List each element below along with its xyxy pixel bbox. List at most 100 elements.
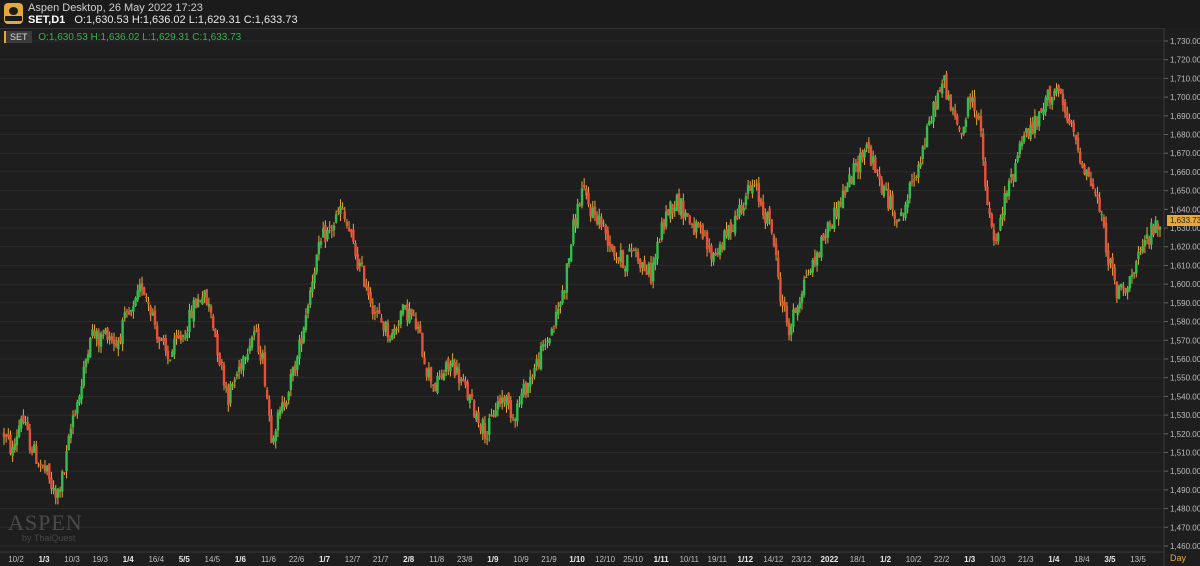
- candle-down[interactable]: [893, 212, 896, 219]
- candle-down[interactable]: [770, 219, 773, 233]
- candle-up[interactable]: [302, 327, 305, 343]
- candle-down[interactable]: [994, 239, 998, 241]
- candle-up[interactable]: [408, 308, 411, 323]
- candle-up[interactable]: [848, 174, 851, 188]
- candle-up[interactable]: [576, 203, 579, 229]
- candle-down[interactable]: [7, 433, 10, 438]
- candle-up[interactable]: [917, 164, 920, 178]
- candle-down[interactable]: [710, 245, 713, 260]
- candle-down[interactable]: [686, 213, 689, 216]
- candle-up[interactable]: [319, 241, 323, 245]
- candle-up[interactable]: [565, 263, 569, 293]
- candle-down[interactable]: [818, 252, 821, 257]
- candle-down[interactable]: [768, 208, 771, 220]
- candle-down[interactable]: [147, 301, 150, 305]
- candle-up[interactable]: [1025, 128, 1028, 133]
- candle-up[interactable]: [602, 222, 605, 224]
- candle-up[interactable]: [436, 375, 439, 393]
- candle-up[interactable]: [1018, 143, 1022, 155]
- candle-down[interactable]: [453, 362, 456, 376]
- candle-up[interactable]: [1042, 109, 1045, 115]
- candle-down[interactable]: [822, 233, 825, 241]
- candle-down[interactable]: [375, 311, 379, 313]
- candle-down[interactable]: [365, 284, 368, 288]
- candle-down[interactable]: [227, 387, 230, 406]
- candle-down[interactable]: [667, 209, 670, 216]
- candle-up[interactable]: [1014, 163, 1017, 182]
- candle-up[interactable]: [61, 471, 64, 492]
- candle-up[interactable]: [550, 328, 554, 336]
- candle-down[interactable]: [902, 212, 905, 215]
- candle-up[interactable]: [278, 409, 282, 416]
- candle-down[interactable]: [774, 243, 778, 255]
- candle-up[interactable]: [567, 258, 571, 264]
- candle-up[interactable]: [403, 305, 407, 308]
- candle-up[interactable]: [192, 300, 195, 322]
- candle-up[interactable]: [1053, 90, 1056, 96]
- candle-up[interactable]: [1020, 141, 1024, 147]
- candle-down[interactable]: [699, 225, 702, 228]
- candle-down[interactable]: [876, 169, 879, 172]
- candle-up[interactable]: [1119, 284, 1123, 287]
- candle-up[interactable]: [89, 337, 92, 358]
- candle-down[interactable]: [224, 385, 228, 388]
- legend-symbol-tag[interactable]: SET: [4, 31, 32, 43]
- candle-down[interactable]: [158, 336, 161, 342]
- candle-up[interactable]: [563, 291, 566, 294]
- candle-down[interactable]: [953, 110, 957, 117]
- candle-down[interactable]: [749, 186, 752, 191]
- candle-down[interactable]: [367, 286, 370, 296]
- candle-up[interactable]: [11, 447, 14, 456]
- candle-up[interactable]: [207, 303, 211, 307]
- candle-down[interactable]: [114, 343, 118, 346]
- candle-up[interactable]: [252, 331, 256, 336]
- candle-up[interactable]: [91, 329, 94, 336]
- candle-up[interactable]: [117, 340, 120, 350]
- candle-up[interactable]: [481, 419, 484, 434]
- candle-up[interactable]: [82, 366, 85, 387]
- candle-up[interactable]: [1128, 276, 1132, 289]
- candle-down[interactable]: [1070, 121, 1073, 123]
- candle-up[interactable]: [488, 418, 491, 435]
- candle-down[interactable]: [503, 397, 506, 403]
- candle-up[interactable]: [651, 262, 655, 282]
- candle-down[interactable]: [938, 89, 942, 92]
- candle-down[interactable]: [507, 392, 510, 404]
- candle-up[interactable]: [1003, 192, 1006, 216]
- candle-up[interactable]: [1117, 285, 1121, 299]
- candle-up[interactable]: [304, 315, 308, 330]
- candle-down[interactable]: [341, 207, 344, 210]
- candle-up[interactable]: [501, 397, 504, 404]
- candle-down[interactable]: [194, 299, 198, 308]
- candle-down[interactable]: [708, 245, 711, 248]
- candle-up[interactable]: [925, 126, 929, 148]
- candle-down[interactable]: [1087, 167, 1091, 177]
- candle-up[interactable]: [416, 326, 420, 329]
- candle-down[interactable]: [839, 202, 843, 205]
- candle-down[interactable]: [209, 305, 213, 313]
- candle-down[interactable]: [856, 161, 860, 172]
- candle-down[interactable]: [423, 356, 426, 365]
- candle-up[interactable]: [306, 305, 310, 314]
- candle-up[interactable]: [505, 396, 508, 406]
- candle-down[interactable]: [382, 322, 385, 331]
- candle-down[interactable]: [779, 277, 782, 302]
- candle-up[interactable]: [67, 436, 70, 451]
- candle-up[interactable]: [1055, 88, 1058, 94]
- candle-up[interactable]: [792, 309, 795, 327]
- candle-down[interactable]: [378, 309, 381, 314]
- candle-up[interactable]: [65, 451, 68, 471]
- candle-up[interactable]: [248, 345, 252, 352]
- candle-down[interactable]: [106, 327, 109, 340]
- candle-up[interactable]: [997, 233, 1000, 242]
- candle-down[interactable]: [440, 373, 444, 378]
- candle-down[interactable]: [677, 193, 681, 213]
- candle-up[interactable]: [1050, 96, 1054, 105]
- candle-down[interactable]: [880, 179, 883, 193]
- candle-down[interactable]: [662, 220, 666, 230]
- candle-down[interactable]: [343, 211, 346, 220]
- candle-down[interactable]: [1148, 237, 1151, 245]
- candle-up[interactable]: [684, 212, 687, 218]
- candle-up[interactable]: [395, 328, 398, 331]
- candle-up[interactable]: [906, 199, 909, 208]
